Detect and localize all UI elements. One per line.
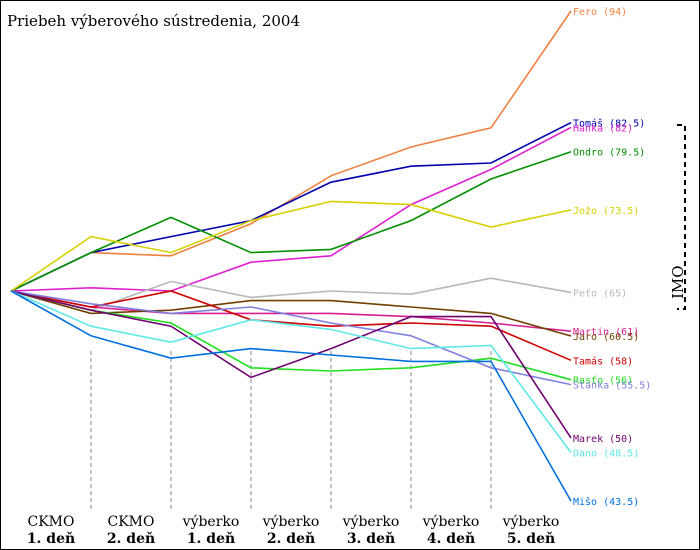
series-label-Peťo: Peťo (65) xyxy=(573,287,627,299)
series-name: Jožo xyxy=(573,205,603,217)
series-label-Fero: Fero (94) xyxy=(573,7,627,18)
day-separator-lines xyxy=(90,351,492,509)
series-line-Hanka xyxy=(10,126,572,292)
series-final-value: (73.5) xyxy=(603,206,639,217)
series-final-value: (61) xyxy=(615,327,639,338)
x-tick-label-7-line1: výberko xyxy=(502,513,560,530)
series-label-Tomáš: Tomáš (82.5) xyxy=(573,118,645,130)
series-line-Dano xyxy=(10,290,572,453)
series-final-value: (82) xyxy=(609,123,633,134)
series-final-value: (48.5) xyxy=(603,449,639,460)
series-final-value: (65) xyxy=(603,288,627,299)
series-line-Mišo xyxy=(10,290,572,502)
series-name: Marek xyxy=(573,434,609,445)
x-tick-label-2-line1: CKMO xyxy=(108,514,155,530)
series-final-value: (79.5) xyxy=(609,148,645,159)
series-name: Ondro xyxy=(573,148,609,159)
series-name: Rasťo xyxy=(573,375,609,387)
series-name: Dano xyxy=(573,449,603,460)
series-name: Peťo xyxy=(573,287,603,299)
series-name: Hanka xyxy=(573,123,609,134)
series-label-Ondro: Ondro (79.5) xyxy=(573,148,645,159)
series-final-value: (56) xyxy=(609,376,633,387)
series-name: Mišo xyxy=(573,496,603,508)
series-label-Rasťo: Rasťo (56) xyxy=(573,375,633,387)
series-name: Fero xyxy=(573,7,603,18)
x-tick-label-7-line2: 5. deň xyxy=(507,531,555,547)
series-labels: Fero (94) Tomáš (82.5)Hanka (82) Ondro (79… xyxy=(573,7,651,508)
series-line-Tomáš xyxy=(10,121,572,292)
x-tick-label-4-line2: 2. deň xyxy=(267,531,315,547)
series-line-Jožo xyxy=(10,200,572,292)
series-label-Jaro: Jaro (60.5) xyxy=(573,332,639,343)
x-tick-label-2-line2: 2. deň xyxy=(107,531,155,547)
series-name: Stanka xyxy=(573,381,615,392)
x-tick-label-3-line2: 1. deň xyxy=(187,531,235,547)
series-line-Marek xyxy=(10,290,572,439)
series-final-value: (50) xyxy=(609,434,633,445)
series-line-Fero xyxy=(10,10,572,292)
series-label-Hanka: Hanka (82) xyxy=(573,123,633,134)
x-tick-label-3-line1: výberko xyxy=(182,513,240,530)
series-label-Jožo: Jožo (73.5) xyxy=(573,205,639,217)
series-line-Stanka xyxy=(10,290,572,386)
series-name: Tamás xyxy=(573,355,609,367)
chart-title: Priebeh výberového sústredenia, 2004 xyxy=(7,12,300,30)
series-name: Tomáš xyxy=(573,118,609,130)
x-tick-label-5-line1: výberko xyxy=(342,513,400,530)
x-tick-label-1-line2: 1. deň xyxy=(27,531,75,547)
series-final-value: (60.5) xyxy=(603,332,639,343)
series-line-Ondro xyxy=(10,150,572,292)
series-label-Tamás: Tamás (58) xyxy=(573,355,633,367)
x-tick-label-6-line2: 4. deň xyxy=(427,531,475,547)
series-final-value: (58) xyxy=(609,356,633,367)
x-tick-label-6-line1: výberko xyxy=(422,513,480,530)
series-lines xyxy=(10,10,572,502)
series-label-Marek: Marek (50) xyxy=(573,434,633,445)
series-final-value: (43.5) xyxy=(603,497,639,508)
series-label-Mišo: Mišo (43.5) xyxy=(573,496,639,508)
series-name: Jaro xyxy=(573,332,603,343)
series-label-Stanka: Stanka (55.5) xyxy=(573,381,651,392)
series-label-Martin: Martin (61) xyxy=(573,327,639,338)
series-name: Martin xyxy=(573,327,615,338)
imo-label: IMO xyxy=(669,265,687,299)
imo-threshold-marker: IMO xyxy=(669,124,687,310)
x-tick-label-4-line1: výberko xyxy=(262,513,320,530)
series-line-Tamás xyxy=(10,290,572,362)
series-line-Martin xyxy=(10,290,572,332)
series-final-value: (82.5) xyxy=(609,119,645,130)
series-final-value: (94) xyxy=(603,7,627,18)
x-tick-label-1-line1: CKMO xyxy=(28,514,75,530)
series-label-Dano: Dano (48.5) xyxy=(573,449,639,460)
series-final-value: (55.5) xyxy=(615,381,651,392)
x-tick-label-5-line2: 3. deň xyxy=(347,531,395,547)
imo-bracket xyxy=(677,124,686,310)
